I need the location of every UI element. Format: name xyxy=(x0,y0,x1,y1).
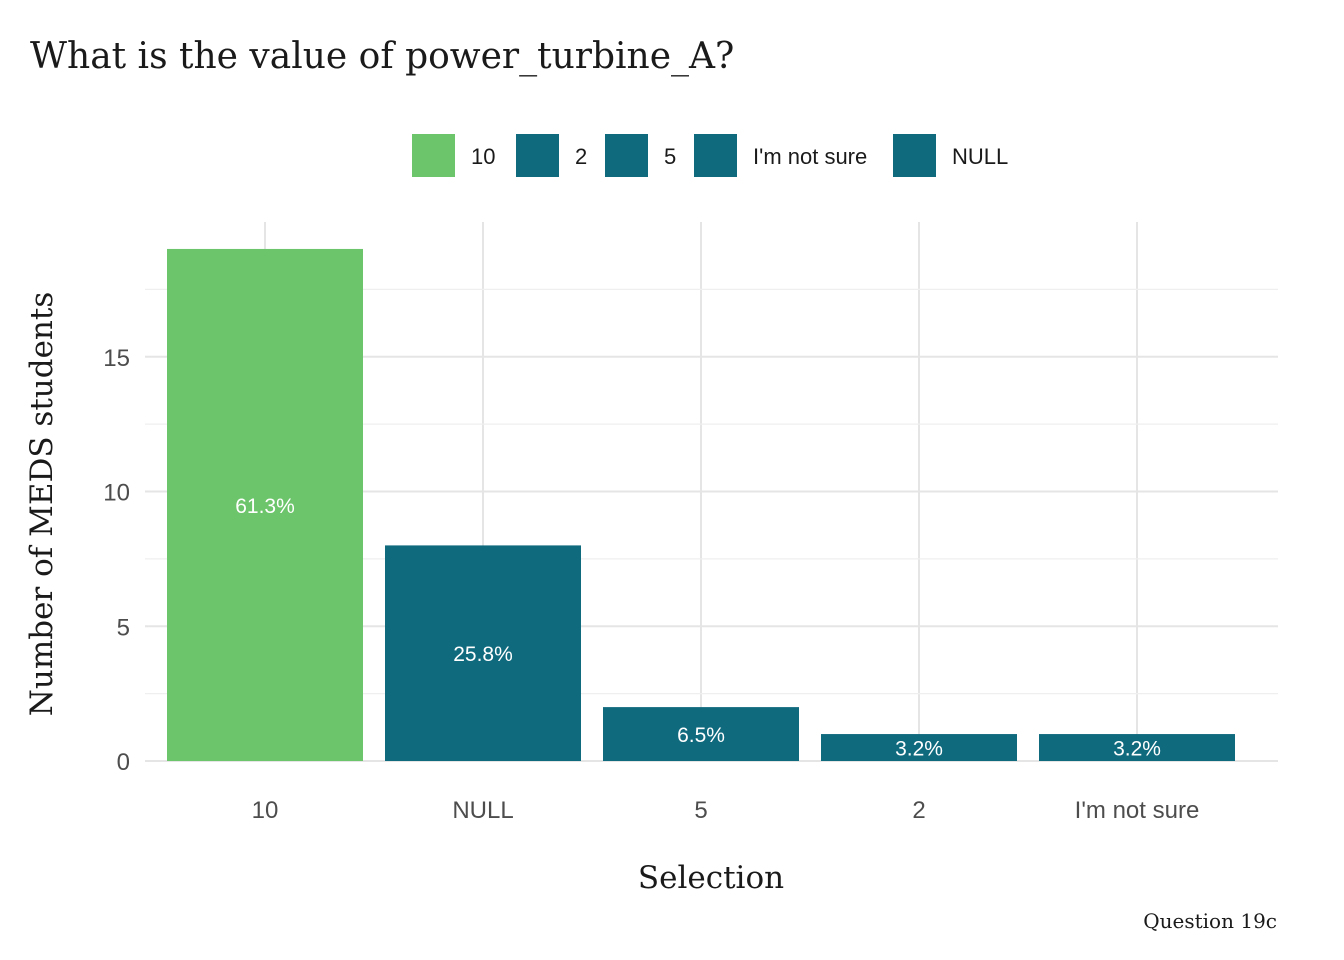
legend-label: I'm not sure xyxy=(753,144,867,169)
legend-key xyxy=(893,134,936,177)
legend-label: 2 xyxy=(575,144,587,169)
y-axis-ticks: 0 5 10 15 xyxy=(103,345,130,776)
y-tick-label: 0 xyxy=(117,749,130,776)
bar-value-label: 25.8% xyxy=(453,643,513,666)
bar xyxy=(821,734,1017,761)
y-tick-label: 5 xyxy=(117,614,130,641)
legend-key xyxy=(412,134,455,177)
caption: Question 19c xyxy=(1143,909,1277,933)
x-tick-label: NULL xyxy=(452,797,513,824)
bar-value-label: 3.2% xyxy=(895,738,943,761)
y-axis-title: Number of MEDS students xyxy=(24,292,60,717)
x-tick-label: 10 xyxy=(252,797,279,824)
bar-value-label: 3.2% xyxy=(1113,738,1161,761)
bar-labels: 61.3% 25.8% 6.5% 3.2% 3.2% xyxy=(235,495,1161,761)
chart-title: What is the value of power_turbine_A? xyxy=(30,36,734,77)
bars xyxy=(167,248,1235,761)
x-tick-label: 5 xyxy=(694,797,707,824)
legend: 10 2 5 I'm not sure NULL xyxy=(412,134,1008,177)
legend-key xyxy=(605,134,648,177)
bar xyxy=(385,545,581,761)
legend-label: 10 xyxy=(471,144,495,169)
y-tick-label: 15 xyxy=(103,345,130,372)
y-tick-label: 10 xyxy=(103,480,130,507)
bar-value-label: 61.3% xyxy=(235,495,295,518)
legend-key xyxy=(516,134,559,177)
x-tick-label: 2 xyxy=(912,797,925,824)
x-axis-ticks: 10 NULL 5 2 I'm not sure xyxy=(252,797,1200,824)
bar xyxy=(167,248,363,761)
x-axis-title: Selection xyxy=(638,860,784,896)
x-tick-label: I'm not sure xyxy=(1075,797,1200,824)
legend-label: NULL xyxy=(952,144,1008,169)
bar xyxy=(1039,734,1235,761)
legend-label: 5 xyxy=(664,144,676,169)
legend-key xyxy=(694,134,737,177)
bar-value-label: 6.5% xyxy=(677,724,725,747)
bar xyxy=(603,707,799,761)
